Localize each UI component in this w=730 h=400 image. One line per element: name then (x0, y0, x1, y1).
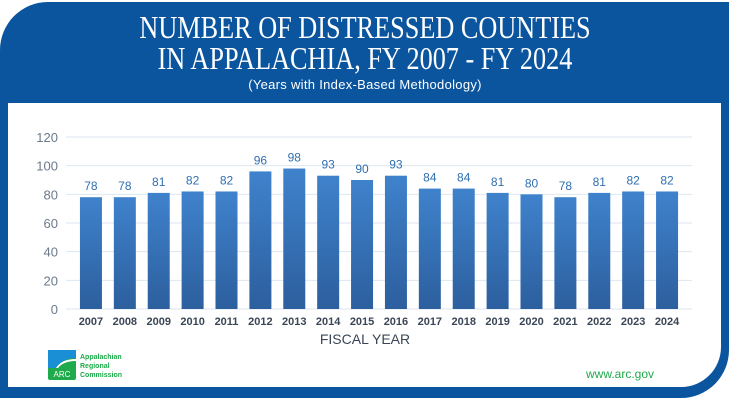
data-label: 80 (525, 176, 539, 190)
data-label: 81 (152, 175, 166, 189)
x-tick-label: 2017 (418, 316, 442, 328)
data-label: 93 (321, 158, 335, 172)
logo-line-2: Regional (80, 363, 110, 370)
bar-2014 (317, 175, 340, 309)
y-tick-label: 20 (44, 273, 58, 288)
x-tick-label: 2011 (215, 316, 239, 328)
data-label: 82 (220, 173, 234, 187)
bar-2021 (554, 197, 577, 309)
data-label: 82 (626, 173, 640, 187)
data-label: 82 (186, 173, 200, 187)
x-tick-label: 2010 (180, 316, 204, 328)
bar-2011 (215, 191, 238, 309)
data-label: 93 (389, 158, 403, 172)
data-label: 82 (660, 173, 674, 187)
y-tick-label: 120 (36, 130, 58, 145)
bar-2017 (418, 188, 441, 309)
data-label: 78 (84, 179, 98, 193)
x-tick-label: 2014 (316, 316, 341, 328)
bar-2008 (113, 197, 136, 309)
x-tick-label: 2015 (350, 316, 374, 328)
bar-2016 (384, 175, 407, 309)
logo-line-3: Commission (80, 372, 123, 379)
bar-2020 (520, 194, 543, 309)
bar-2013 (283, 168, 306, 309)
x-tick-label: 2021 (553, 316, 577, 328)
bar-2018 (452, 188, 475, 309)
arc-logo-icon: ARC (48, 350, 76, 380)
data-label: 81 (593, 175, 607, 189)
y-tick-label: 0 (51, 302, 58, 317)
data-label: 78 (559, 179, 573, 193)
x-tick-label: 2016 (384, 316, 408, 328)
bar-2015 (351, 180, 374, 309)
x-tick-label: 2024 (655, 316, 680, 328)
x-tick-label: 2012 (248, 316, 272, 328)
x-tick-label: 2013 (282, 316, 306, 328)
data-label: 84 (423, 171, 437, 185)
data-label: 78 (118, 179, 132, 193)
website-link[interactable]: www.arc.gov (586, 367, 655, 381)
bar-2009 (147, 192, 170, 309)
data-label: 81 (491, 175, 505, 189)
bar-2022 (588, 192, 611, 309)
x-tick-label: 2020 (519, 316, 543, 328)
logo-line-1: Appalachian (80, 354, 122, 361)
x-tick-label: 2022 (587, 316, 611, 328)
x-tick-label: 2009 (146, 316, 170, 328)
y-tick-label: 60 (44, 216, 58, 231)
y-tick-label: 100 (36, 159, 58, 174)
logo-text: Appalachian Regional Commission (80, 353, 122, 380)
bar-2012 (249, 171, 272, 309)
bar-2010 (181, 191, 204, 309)
x-tick-label: 2008 (113, 316, 137, 328)
bar-2019 (486, 192, 509, 309)
title-line-1: NUMBER OF DISTRESSED COUNTIES (139, 9, 591, 45)
bar-2023 (622, 191, 645, 309)
bar-2024 (656, 191, 679, 309)
bar-2007 (79, 197, 102, 309)
svg-text:ARC: ARC (54, 370, 71, 379)
title-line-2: IN APPALACHIA, FY 2007 - FY 2024 (157, 40, 573, 76)
chart-subtitle: (Years with Index-Based Methodology) (248, 77, 482, 92)
data-label: 90 (355, 162, 369, 176)
y-tick-label: 80 (44, 187, 58, 202)
x-tick-label: 2023 (621, 316, 645, 328)
chart-title: NUMBER OF DISTRESSED COUNTIES IN APPALACH… (66, 9, 665, 76)
x-tick-label: 2018 (451, 316, 475, 328)
data-label: 96 (254, 153, 268, 167)
x-tick-label: 2007 (79, 316, 103, 328)
data-label: 84 (457, 171, 471, 185)
x-axis-label: FISCAL YEAR (319, 331, 411, 347)
data-label: 98 (288, 151, 302, 165)
x-tick-label: 2019 (485, 316, 509, 328)
y-tick-label: 40 (44, 245, 58, 260)
